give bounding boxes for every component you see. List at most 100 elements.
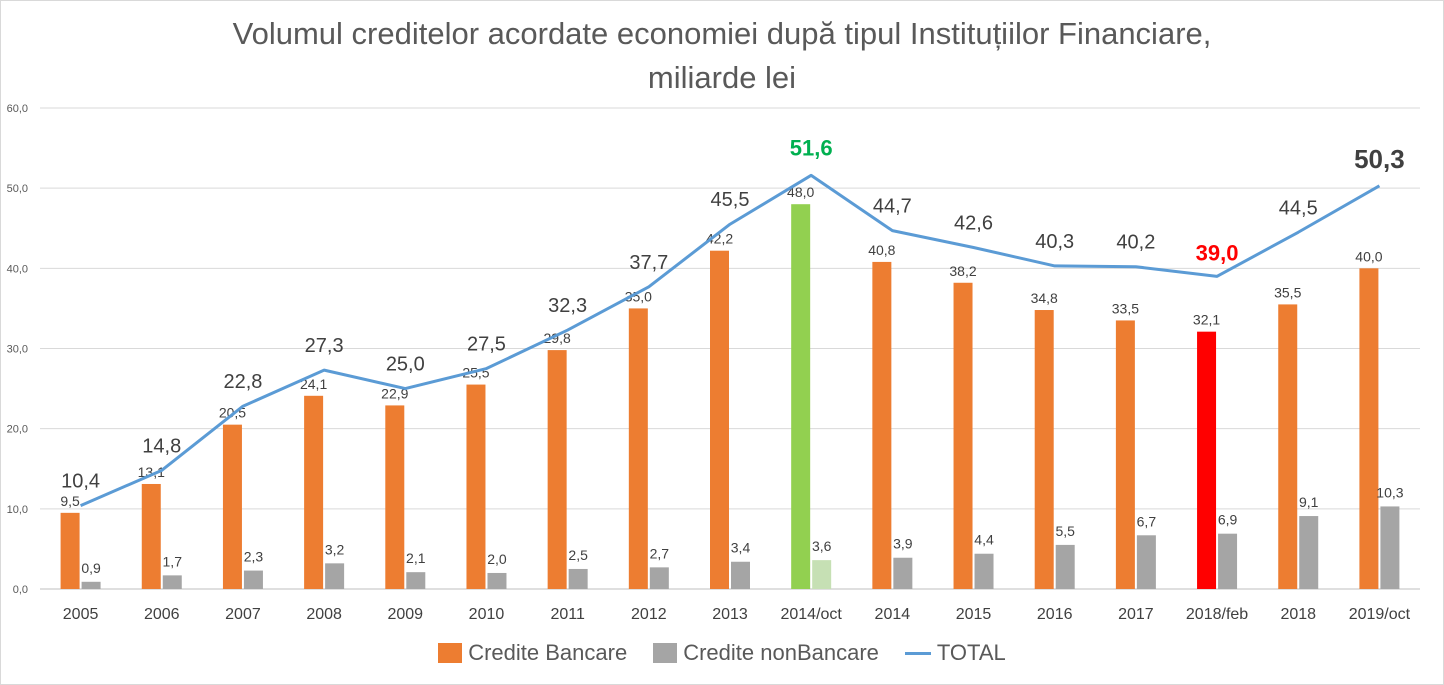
bar-credite-nonbancare bbox=[162, 575, 182, 589]
data-label-total: 37,7 bbox=[629, 252, 668, 274]
bar-credite-nonbancare bbox=[568, 568, 588, 589]
data-label-credite-nonbancare: 5,5 bbox=[1055, 523, 1075, 539]
x-tick-label: 2005 bbox=[63, 606, 99, 623]
y-tick-label: 40,0 bbox=[7, 263, 28, 275]
data-label-credite-bancare: 48,0 bbox=[787, 184, 814, 200]
y-tick-label: 50,0 bbox=[7, 183, 28, 195]
data-label-credite-nonbancare: 3,4 bbox=[731, 540, 751, 556]
data-label-credite-bancare: 33,5 bbox=[1112, 300, 1139, 316]
y-tick-label: 30,0 bbox=[7, 344, 28, 356]
data-label-credite-nonbancare: 2,0 bbox=[487, 551, 507, 567]
x-tick-label: 2018/feb bbox=[1186, 606, 1248, 623]
bar-credite-nonbancare bbox=[406, 572, 426, 589]
legend-swatch-nonbancare bbox=[653, 643, 678, 663]
data-label-credite-bancare: 13,1 bbox=[138, 464, 165, 480]
data-label-credite-nonbancare: 9,1 bbox=[1299, 494, 1319, 510]
x-tick-label: 2009 bbox=[387, 606, 423, 623]
bar-credite-bancare bbox=[60, 512, 80, 589]
bar-credite-bancare bbox=[953, 282, 973, 589]
bar-credite-bancare bbox=[141, 483, 161, 589]
bar-credite-nonbancare bbox=[243, 570, 263, 589]
data-label-credite-bancare: 40,0 bbox=[1355, 248, 1382, 264]
bar-credite-nonbancare bbox=[731, 561, 750, 589]
x-tick-label: 2014/oct bbox=[780, 606, 842, 623]
data-label-credite-bancare: 24,1 bbox=[300, 376, 327, 392]
data-label-total: 44,7 bbox=[873, 196, 912, 218]
bar-credite-nonbancare bbox=[812, 560, 832, 589]
bar-credite-bancare bbox=[1359, 268, 1379, 589]
bar-credite-bancare bbox=[872, 261, 892, 589]
data-label-credite-nonbancare: 2,3 bbox=[244, 549, 264, 565]
x-tick-label: 2010 bbox=[469, 606, 505, 623]
x-tick-label: 2015 bbox=[956, 606, 992, 623]
legend-item-total: TOTAL bbox=[904, 640, 1006, 666]
bar-credite-nonbancare bbox=[325, 563, 345, 589]
data-label-credite-bancare: 40,8 bbox=[868, 242, 895, 258]
data-label-credite-bancare: 34,8 bbox=[1031, 290, 1058, 306]
data-label-total: 14,8 bbox=[142, 435, 181, 457]
bar-credite-nonbancare bbox=[1055, 544, 1075, 589]
x-tick-label: 2019/oct bbox=[1349, 606, 1411, 623]
bar-credite-bancare bbox=[547, 350, 567, 589]
data-label-total: 27,5 bbox=[467, 334, 506, 356]
bar-credite-nonbancare bbox=[1380, 506, 1400, 589]
bar-credite-bancare bbox=[1034, 310, 1054, 589]
legend-item-bancare: Credite Bancare bbox=[438, 640, 627, 666]
y-tick-label: 60,0 bbox=[7, 103, 28, 115]
data-label-total: 40,3 bbox=[1035, 231, 1074, 253]
data-label-credite-nonbancare: 3,6 bbox=[812, 538, 832, 554]
data-label-credite-bancare: 29,8 bbox=[544, 330, 571, 346]
data-label-total: 39,0 bbox=[1196, 240, 1239, 265]
line-total bbox=[79, 173, 1381, 508]
chart-title-line1: Volumul creditelor acordate economiei du… bbox=[232, 16, 1212, 51]
data-label-credite-bancare: 35,0 bbox=[625, 288, 652, 304]
x-tick-label: 2012 bbox=[631, 606, 667, 623]
data-label-total: 44,5 bbox=[1279, 197, 1318, 219]
data-label-total: 22,8 bbox=[223, 371, 262, 393]
data-label-credite-bancare: 32,1 bbox=[1193, 312, 1220, 328]
data-label-credite-nonbancare: 4,4 bbox=[974, 532, 994, 548]
x-tick-label: 2017 bbox=[1118, 606, 1154, 623]
data-label-total: 40,2 bbox=[1116, 232, 1155, 254]
legend-swatch-bancare bbox=[438, 643, 463, 663]
data-label-credite-nonbancare: 2,7 bbox=[650, 545, 670, 561]
bar-credite-nonbancare bbox=[1218, 533, 1238, 589]
legend-item-nonbancare: Credite nonBancare bbox=[653, 640, 879, 666]
bar-credite-nonbancare bbox=[1299, 516, 1319, 589]
data-label-credite-bancare: 42,2 bbox=[706, 231, 733, 247]
bar-credite-bancare bbox=[628, 308, 648, 589]
y-tick-label: 20,0 bbox=[7, 424, 28, 436]
bar-credite-bancare bbox=[1278, 304, 1298, 589]
chart-title-line2: miliarde lei bbox=[647, 60, 797, 95]
data-label-total: 45,5 bbox=[711, 189, 750, 211]
bar-credite-bancare bbox=[1197, 331, 1217, 589]
x-tick-label: 2006 bbox=[144, 606, 180, 623]
x-tick-label: 2018 bbox=[1280, 606, 1316, 623]
bar-credite-bancare bbox=[1115, 320, 1135, 589]
x-tick-label: 2014 bbox=[875, 606, 911, 623]
chart-legend: Credite Bancare Credite nonBancare TOTAL bbox=[0, 640, 1444, 666]
data-label-credite-nonbancare: 3,2 bbox=[325, 541, 345, 557]
data-label-credite-bancare: 22,9 bbox=[381, 385, 408, 401]
y-tick-label: 10,0 bbox=[7, 504, 28, 516]
data-label-total: 42,6 bbox=[954, 212, 993, 234]
data-label-total: 51,6 bbox=[790, 135, 833, 160]
data-label-total: 50,3 bbox=[1354, 144, 1405, 174]
data-label-total: 27,3 bbox=[305, 335, 344, 357]
legend-label-total: TOTAL bbox=[936, 640, 1006, 665]
bar-credite-bancare bbox=[304, 395, 324, 589]
data-label-credite-nonbancare: 1,7 bbox=[163, 553, 183, 569]
data-label-credite-nonbancare: 2,5 bbox=[568, 547, 588, 563]
data-label-credite-nonbancare: 2,1 bbox=[406, 550, 426, 566]
x-tick-label: 2011 bbox=[550, 606, 585, 623]
data-label-credite-nonbancare: 6,7 bbox=[1137, 513, 1157, 529]
x-tick-label: 2013 bbox=[712, 606, 748, 623]
bar-credite-nonbancare bbox=[1136, 535, 1156, 589]
bar-credite-nonbancare bbox=[81, 581, 101, 589]
data-label-total: 10,4 bbox=[61, 471, 100, 493]
bar-credite-bancare bbox=[791, 204, 811, 589]
x-tick-label: 2008 bbox=[306, 606, 342, 623]
bar-credite-nonbancare bbox=[974, 553, 994, 589]
x-tick-label: 2016 bbox=[1037, 606, 1073, 623]
bar-credite-nonbancare bbox=[893, 557, 913, 589]
